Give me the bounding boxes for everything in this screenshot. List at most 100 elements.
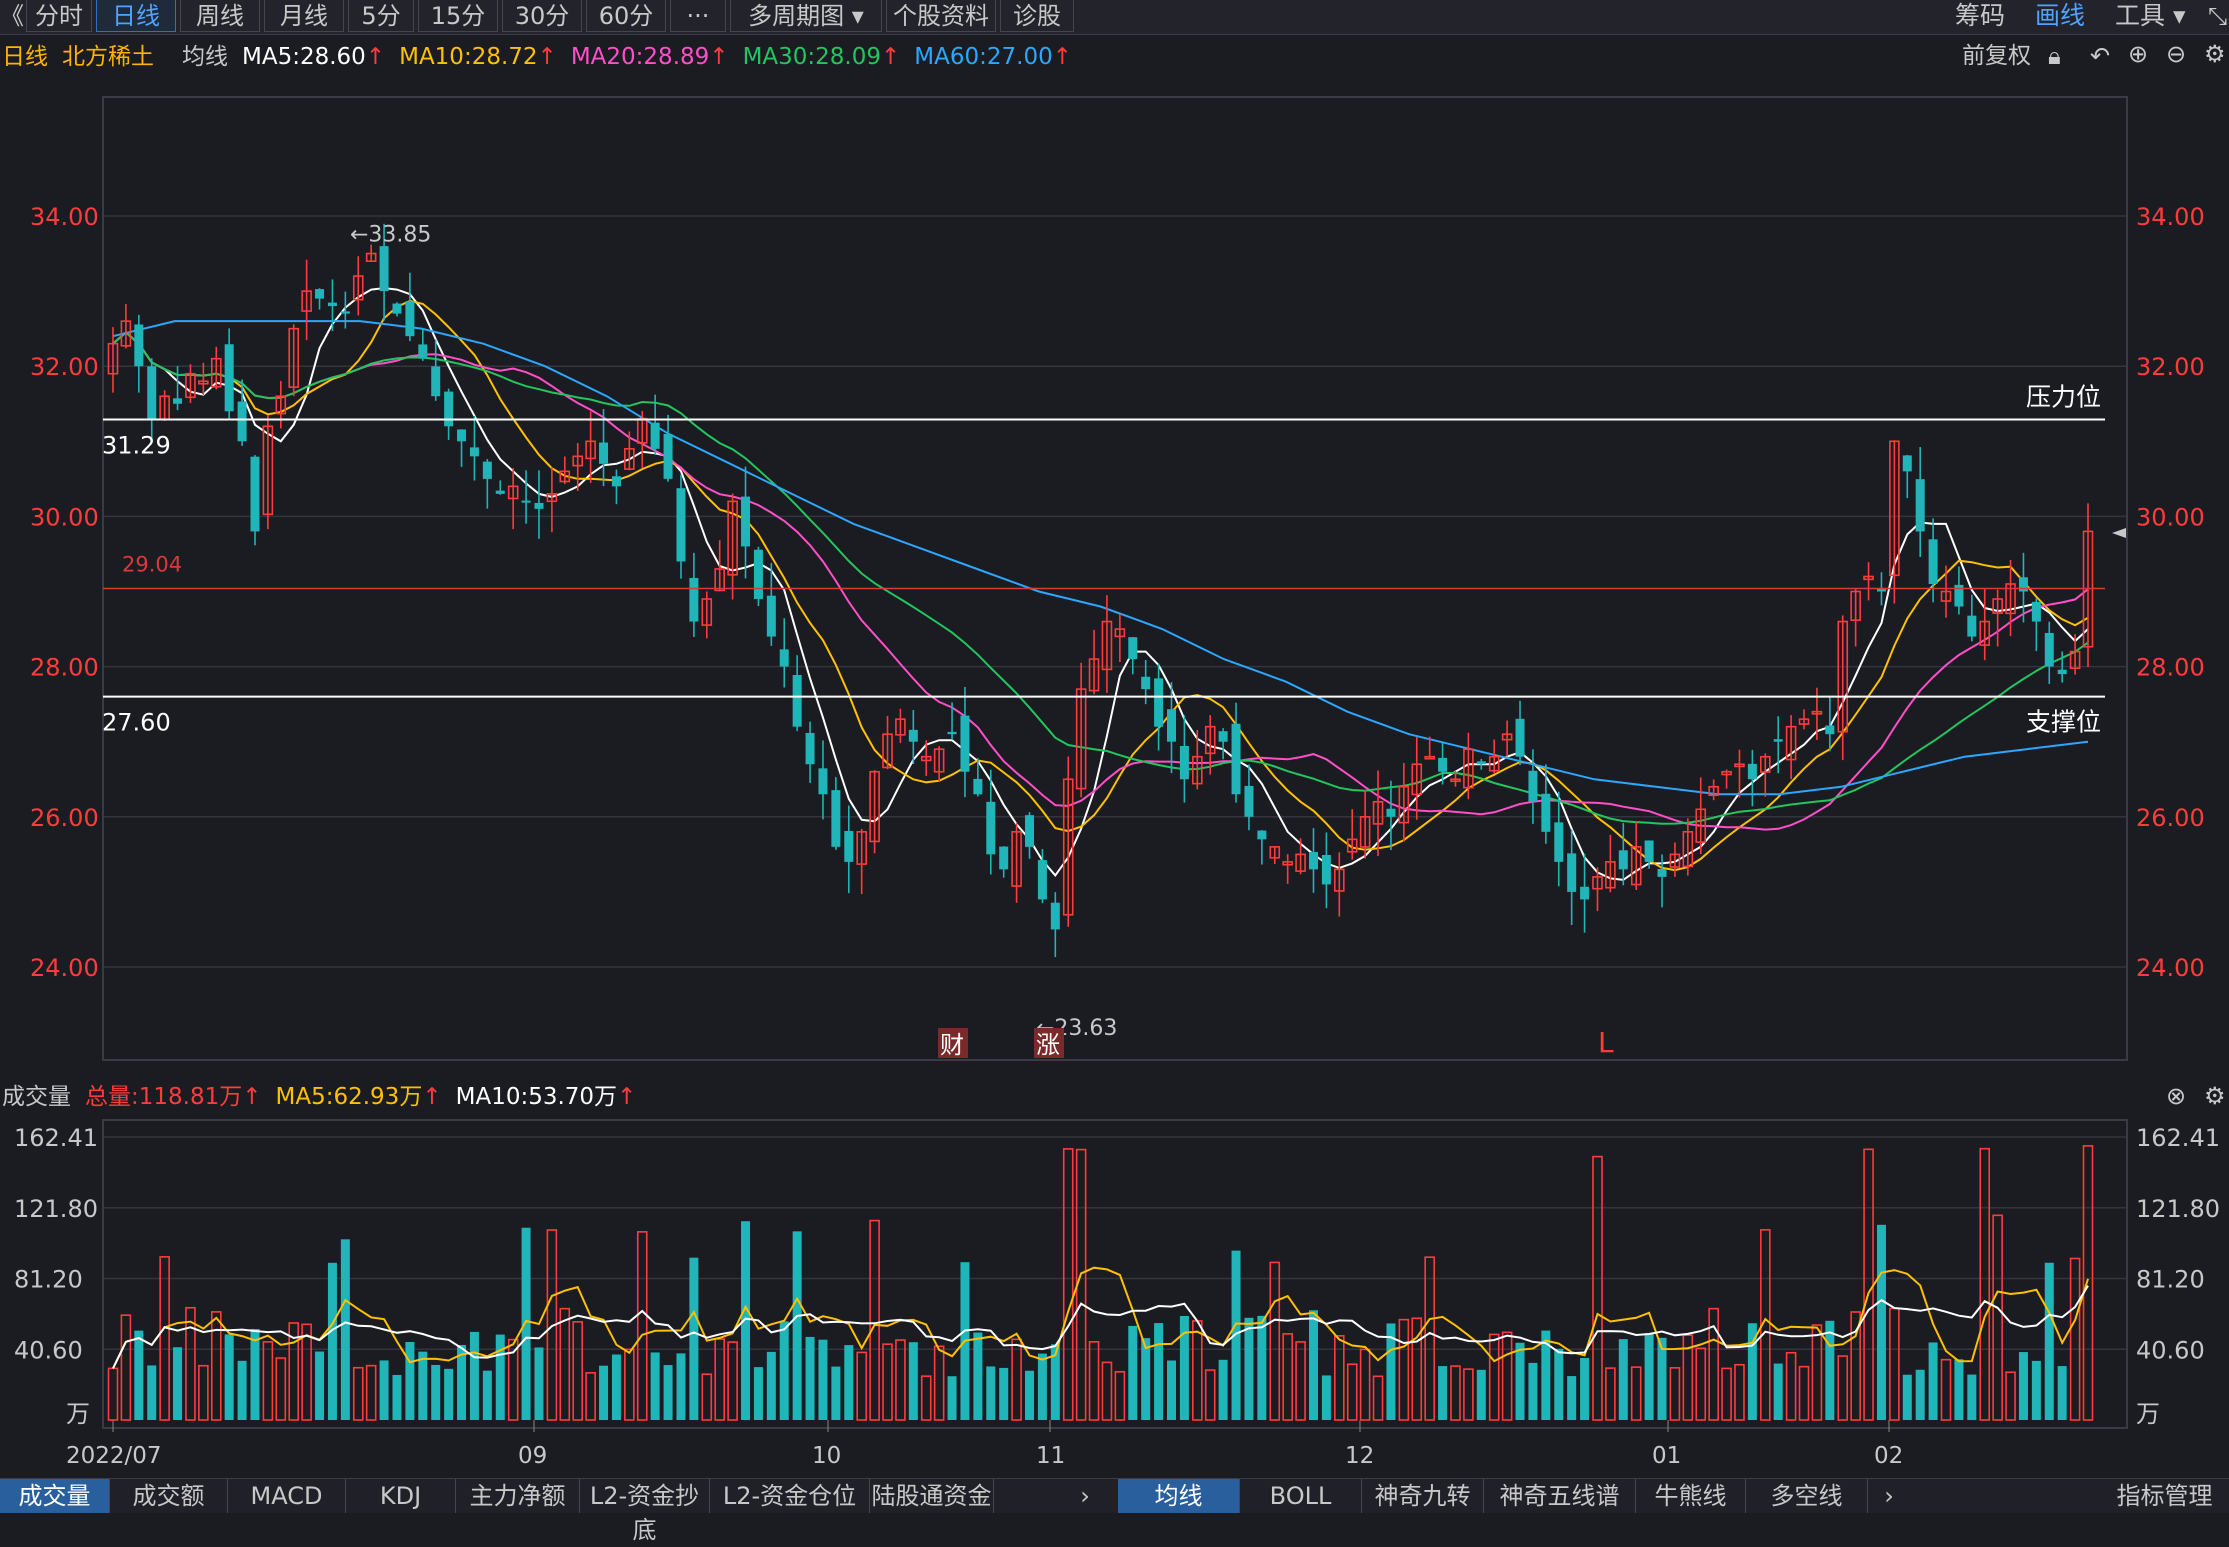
volume-bar [585, 1372, 596, 1421]
tab-9[interactable]: 多周期图 ▾ [730, 0, 882, 32]
volume-bar [1592, 1155, 1603, 1421]
indicator-tab-4[interactable]: 主力净额 [456, 1479, 580, 1513]
volume-bar [741, 1221, 751, 1420]
overlay-tab-5[interactable]: 多空线 [1746, 1479, 1868, 1513]
volume-label-right: 81.20 [2136, 1266, 2205, 1294]
candle-body [352, 275, 364, 301]
candle-body [1811, 710, 1823, 715]
current-price-marker [2112, 528, 2126, 538]
indicator-tab-1[interactable]: 成交额 [110, 1479, 228, 1513]
stock-name: 北方稀土 [62, 44, 154, 70]
tab-5[interactable]: 15分 [418, 0, 498, 32]
candle-body [173, 398, 183, 404]
candle-body [766, 595, 776, 637]
indicator-settings-icon[interactable]: ⚙ [2204, 1082, 2226, 1110]
tab-1[interactable]: 日线 [96, 0, 176, 32]
indicator-tab-2[interactable]: MACD [228, 1479, 346, 1513]
candle-body [288, 327, 300, 388]
volume-bar [2005, 1371, 2016, 1421]
candle-body [844, 830, 854, 862]
volume-bar [933, 1345, 945, 1421]
overlay-tab-4[interactable]: 牛熊线 [1636, 1479, 1746, 1513]
price-label-left: 24.00 [30, 954, 99, 982]
indicator-tab-7[interactable]: 陆股通资金 [870, 1479, 994, 1513]
candle-body [727, 500, 738, 576]
candle-body [1902, 455, 1912, 472]
tab-8[interactable]: ··· [670, 0, 726, 32]
close-indicator-icon[interactable]: ⊗ [2166, 1082, 2187, 1110]
finance-badge: 财 [940, 1031, 964, 1059]
volume-bar [1463, 1368, 1474, 1421]
volume-bar [1141, 1338, 1151, 1420]
indicator-manage-button[interactable]: 指标管理 [2116, 1482, 2213, 1510]
volume-bar [599, 1365, 609, 1420]
chip-button[interactable]: 筹码 [1955, 1, 2006, 30]
candle-body [1025, 815, 1035, 847]
volume-bar [521, 1227, 531, 1420]
overlay-tab-3[interactable]: 神奇五线谱 [1484, 1479, 1636, 1513]
ma-legend: 日线 北方稀土 均线 MA5:28.60↑ MA10:28.72↑ MA20:28.89↑… [0, 40, 1086, 74]
volume-bar [1334, 1335, 1345, 1421]
price-label-right: 30.00 [2136, 503, 2205, 531]
lock-icon[interactable]: 🔒︎ [2048, 42, 2061, 70]
indicator-tab-3[interactable]: KDJ [346, 1479, 456, 1513]
tools-menu[interactable]: 工具 ▾ [2115, 1, 2186, 30]
volume-ma10: MA10:53.70万↑ [455, 1084, 637, 1110]
candle-body [198, 380, 209, 385]
tab-7[interactable]: 60分 [586, 0, 666, 32]
volume-bar [250, 1328, 260, 1420]
candle-body [753, 549, 763, 600]
indicator-tab-5[interactable]: L2-资金抄底 [580, 1479, 710, 1544]
tab-11[interactable]: 诊股 [1000, 0, 1074, 32]
adjust-mode[interactable]: 前复权 [1962, 43, 2031, 69]
high-annotation: ←33.85 [350, 222, 431, 247]
overlay-tab-0[interactable]: 均线 [1118, 1479, 1240, 1513]
price-label-right: 34.00 [2136, 203, 2205, 231]
tab-2[interactable]: 周线 [180, 0, 260, 32]
tab-3[interactable]: 月线 [264, 0, 344, 32]
draw-line-button[interactable]: 画线 [2035, 1, 2086, 30]
volume-bar [418, 1351, 428, 1420]
tab-4[interactable]: 5分 [348, 0, 414, 32]
zoom-in-icon[interactable]: ⊕ [2128, 40, 2149, 68]
candle-body [327, 302, 337, 307]
tab-6[interactable]: 30分 [502, 0, 582, 32]
indicator-tab-0[interactable]: 成交量 [0, 1479, 110, 1513]
scroll-right-button-2[interactable]: › [1884, 1482, 1894, 1510]
candle-body [1424, 755, 1435, 760]
volume-bar [636, 1231, 648, 1421]
overlay-tab-1[interactable]: BOLL [1240, 1479, 1362, 1513]
back-button[interactable]: 《 [0, 2, 24, 30]
candle-body [1940, 590, 1952, 602]
candle-body [275, 395, 287, 415]
l-marker: L [1598, 1026, 1614, 1059]
volume-bar [1515, 1342, 1525, 1420]
candle-body [147, 366, 157, 419]
volume-bar [210, 1311, 222, 1421]
candle-body [1011, 831, 1022, 887]
kline-chart[interactable]: 34.00 34.00 32.00 32.00 30.00 30.00 28.00 28.00… [0, 0, 2229, 1512]
volume-label-left: 121.80 [14, 1195, 98, 1223]
zoom-out-icon[interactable]: ⊖ [2166, 40, 2187, 68]
volume-bar [1876, 1224, 1886, 1420]
candle-body [1669, 853, 1681, 868]
candle-body [792, 674, 802, 727]
candle-body [431, 366, 441, 397]
resistance-label: 压力位 [2026, 383, 2101, 412]
indicator-tab-6[interactable]: L2-资金仓位 [710, 1479, 870, 1513]
tab-10[interactable]: 个股资料 [886, 0, 996, 32]
volume-bar [869, 1219, 880, 1421]
expand-icon[interactable]: ⤡ [2208, 2, 2228, 30]
volume-bar [960, 1262, 970, 1420]
volume-bar [727, 1341, 738, 1421]
overlay-tab-2[interactable]: 神奇九转 [1362, 1479, 1484, 1513]
volume-bar [1630, 1366, 1642, 1421]
limit-up-badge-bg [1034, 1028, 1064, 1058]
tab-0[interactable]: 分时 [26, 0, 92, 32]
scroll-right-button[interactable]: › [1080, 1482, 1090, 1510]
ma60-line [112, 320, 2089, 796]
price-label-left: 26.00 [30, 804, 99, 832]
settings-icon[interactable]: ⚙ [2204, 40, 2226, 68]
undo-icon[interactable]: ↶ [2090, 42, 2111, 70]
candle-body [262, 425, 274, 516]
